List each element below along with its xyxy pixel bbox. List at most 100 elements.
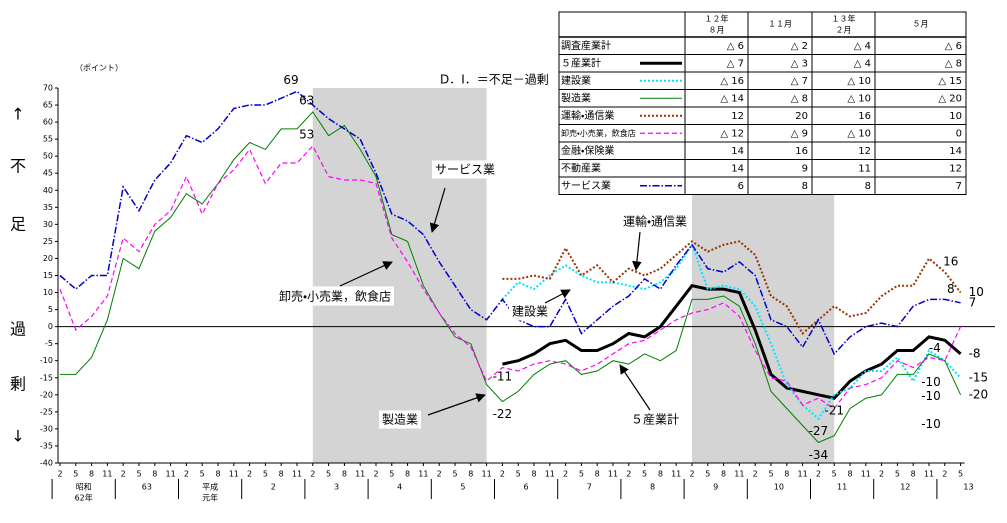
x-tick-label: 8 [152,470,157,479]
x-tick-label: 11 [545,470,555,479]
table-cell: △ 8 [945,58,962,69]
y-tick-label: 70 [43,84,53,93]
table-cell: △ 4 [854,58,871,69]
series-line [60,111,962,444]
x-tick-label: 2 [57,470,62,479]
x-tick-label: 8 [215,470,220,479]
table-header: １２年 [705,14,729,24]
x-tick-label: 8 [405,470,410,479]
x-tick-label: 2 [373,470,378,479]
value-label: -10 [921,375,941,389]
table-row-name: ５産業計 [561,56,601,69]
value-label: -15 [969,370,989,384]
table-cell: △ 8 [791,93,808,104]
year-label: 11 [837,483,847,492]
x-tick-label: 2 [437,470,442,479]
side-label: ↓ [11,427,24,446]
table-row-name: 製造業 [561,91,591,104]
value-label: -34 [809,448,829,462]
value-label: 69 [283,73,298,87]
x-tick-label: 2 [626,470,631,479]
table-row-name: 建設業 [561,74,591,87]
table-cell: 20 [795,111,808,122]
x-tick-label: 11 [102,470,112,479]
x-tick-label: 11 [355,470,365,479]
x-tick-label: 5 [136,470,141,479]
table-row-name: 卸売・小売業，飲食店 [561,128,636,138]
series-line [501,242,962,421]
annotation-box [378,410,422,429]
x-tick-label: 11 [924,470,934,479]
table-header: １１月 [768,20,792,29]
table-cell: 12 [731,111,744,122]
year-label: 9 [713,483,718,492]
series-line [59,144,962,410]
table-header: １３年 [832,14,856,24]
table-cell: △ 7 [727,58,744,69]
year-label: 元年 [202,493,218,503]
y-tick-label: 55 [43,135,53,144]
y-tick-label: 15 [43,271,53,280]
side-label: 過 [10,320,26,339]
y-tick-label: 35 [43,203,53,212]
x-tick-label: 8 [721,470,726,479]
y-tick-label: 25 [43,237,53,246]
x-tick-label: 2 [689,470,694,479]
annotation: 建設業 [512,305,548,319]
x-tick-label: 5 [768,470,773,479]
x-tick-label: 5 [263,470,268,479]
year-label: 6 [524,483,529,492]
x-tick-label: 2 [753,470,758,479]
recession-band [312,88,487,463]
table-cell: △ 10 [847,93,871,104]
x-tick-label: 5 [895,470,900,479]
x-tick-label: 8 [279,470,284,479]
table-cell: △ 6 [945,41,962,52]
table-header: ８月 [709,26,725,35]
x-tick-label: 8 [89,470,94,479]
table-cell: 9 [802,163,808,174]
table-cell: 0 [956,128,962,139]
year-label: 昭和 [76,483,92,492]
annotation: サービス業 [435,163,495,177]
y-tick-label: 40 [43,186,53,195]
side-label: 足 [10,215,26,234]
y-tick-label: -5 [45,339,53,348]
table-cell: △ 10 [847,128,871,139]
annotation: 卸売・小売業，飲食店 [279,289,391,304]
table-cell: △ 15 [938,76,962,87]
table-cell: 8 [802,181,808,192]
x-tick-label: 8 [468,470,473,479]
table-cell: 14 [731,163,744,174]
side-label: 不 [10,157,26,176]
table-cell: △ 3 [791,58,808,69]
y-tick-label: -40 [40,459,53,468]
annotation: 運輸・通信業 [623,215,687,229]
x-tick-label: 5 [705,470,710,479]
value-label: -22 [493,407,513,421]
x-tick-label: 11 [798,470,808,479]
annotation-box [508,302,552,321]
y-tick-label: -35 [40,441,53,450]
table-cell: 16 [795,146,808,157]
x-tick-label: 11 [292,470,302,479]
annotation-box [619,212,691,231]
x-tick-label: 2 [942,470,947,479]
table-bg [558,11,967,195]
table-cell: △ 16 [720,76,744,87]
table-cell: 8 [865,181,871,192]
table-cell: △ 4 [854,41,871,52]
x-tick-label: 11 [608,470,618,479]
value-label: 10 [969,285,984,299]
x-tick-label: 11 [229,470,239,479]
table-row-name: 金融・保険業 [561,144,614,157]
x-tick-label: 2 [184,470,189,479]
table-cell: 12 [949,163,962,174]
x-tick-label: 5 [579,470,584,479]
year-label: 13 [963,483,973,492]
table-row-name: サービス業 [561,179,611,192]
x-tick-label: 11 [671,470,681,479]
x-tick-label: 5 [958,470,963,479]
annotation-arrow [632,231,642,271]
table-cell: 11 [858,163,871,174]
